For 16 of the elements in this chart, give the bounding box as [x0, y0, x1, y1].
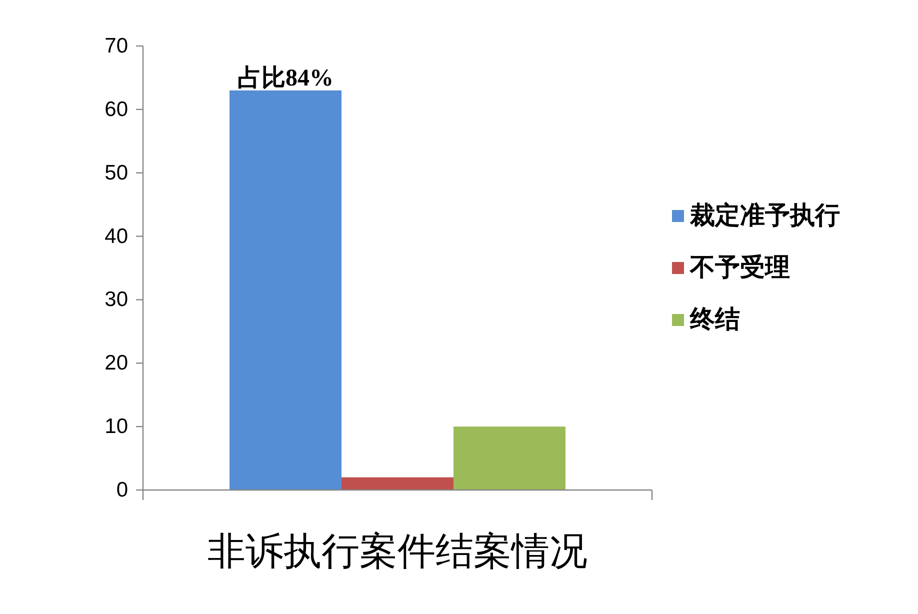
bar	[230, 90, 342, 490]
y-tick-label: 10	[104, 415, 128, 438]
bar	[342, 477, 454, 490]
bar	[453, 426, 566, 490]
annotation: 占比84%	[238, 64, 334, 92]
y-tick-label: 60	[104, 98, 128, 121]
legend-label: 不予受理	[689, 254, 790, 282]
y-tick-label: 40	[104, 224, 128, 248]
y-tick-label: 50	[104, 161, 128, 184]
x-tick-label: 非诉执行案件结案情况	[208, 531, 588, 573]
y-tick-label: 0	[116, 478, 128, 502]
y-tick-label: 70	[104, 34, 128, 58]
y-tick-label: 30	[104, 288, 128, 312]
y-tick-label: 20	[104, 352, 128, 375]
legend-label: 终结	[689, 306, 740, 334]
legend-label: 裁定准予执行	[689, 202, 840, 230]
